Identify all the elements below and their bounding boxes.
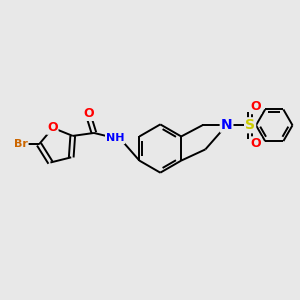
Text: NH: NH [106,133,124,143]
Text: O: O [83,107,94,120]
Text: S: S [245,118,255,132]
Text: O: O [47,121,58,134]
Text: O: O [250,137,261,150]
Text: N: N [221,118,232,132]
Text: Br: Br [14,139,28,149]
Text: O: O [250,100,261,113]
